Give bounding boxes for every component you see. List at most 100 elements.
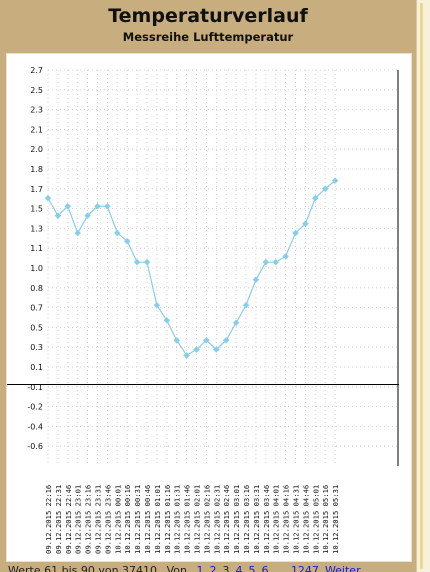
data-point [133, 258, 141, 266]
x-tick-label: 10.12.2015 03:16 [242, 485, 251, 554]
data-point [272, 258, 280, 266]
page-link-1[interactable]: 2 [209, 564, 217, 572]
data-point [212, 346, 220, 353]
data-point [183, 351, 190, 359]
x-tick-label: 10.12.2015 00:16 [123, 485, 132, 554]
page-link-5[interactable]: 6 [261, 564, 269, 572]
y-tick-label: 0.1 [30, 363, 43, 372]
data-point [292, 229, 299, 237]
x-tick-label: 10.12.2015 01:01 [153, 485, 162, 554]
data-point [163, 317, 171, 324]
x-tick-label: 10.12.2015 04:31 [292, 485, 301, 554]
data-point [44, 194, 52, 202]
x-tick-label: 10.12.2015 01:46 [183, 485, 192, 554]
data-point [282, 252, 289, 260]
data-point [54, 212, 62, 219]
x-tick-label: 10.12.2015 03:46 [262, 485, 271, 554]
scroll-track [420, 3, 423, 569]
x-tick-label: 09.12.2015 23:01 [74, 485, 83, 554]
y-tick-label: 2.5 [30, 86, 43, 95]
y-tick-label: -0.6 [27, 442, 43, 451]
data-point [242, 301, 250, 309]
chart-header: Temperaturverlauf Messreihe Lufttemperat… [0, 0, 416, 50]
y-tick-label: 2.1 [30, 125, 43, 134]
y-tick-label: 1.5 [30, 205, 43, 214]
status-text: Werte 61 bis 90 von 37410 [8, 564, 158, 572]
data-point [302, 220, 309, 228]
page-link-7[interactable]: 1247 [290, 564, 319, 572]
x-tick-label: 09.12.2015 22:16 [44, 485, 53, 554]
data-point [262, 258, 270, 266]
x-tick-label: 10.12.2015 00:46 [143, 485, 152, 554]
x-tick-label: 10.12.2015 00:31 [133, 485, 142, 554]
data-point [331, 177, 339, 185]
y-tick-label: 1.8 [30, 165, 43, 174]
x-tick-label: 10.12.2015 01:16 [163, 485, 172, 554]
data-point [64, 202, 72, 210]
page-subtitle: Messreihe Lufttemperatur [122, 30, 294, 44]
y-tick-label: 2.0 [30, 145, 43, 154]
page-title: Temperaturverlauf [108, 5, 308, 27]
page-link-0[interactable]: 1 [196, 564, 204, 572]
x-tick-label: 10.12.2015 03:31 [252, 485, 261, 554]
data-point [84, 212, 91, 219]
page-link-4[interactable]: 5 [248, 564, 256, 572]
data-point [74, 229, 82, 237]
pagination-footer: Werte 61 bis 90 von 37410 Von 1 2 3 4 5 6... 1… [8, 562, 413, 572]
data-point [143, 258, 151, 266]
y-tick-label: 0.8 [30, 284, 43, 293]
y-tick-label: 0.5 [30, 323, 43, 332]
x-tick-label: 09.12.2015 23:31 [94, 485, 103, 554]
data-point [94, 202, 101, 210]
data-point [113, 229, 121, 237]
x-tick-label: 09.12.2015 22:46 [64, 485, 73, 554]
y-tick-label: 1.0 [30, 264, 43, 273]
x-tick-label: 10.12.2015 02:01 [193, 485, 202, 554]
y-tick-label: 0.3 [30, 343, 43, 352]
page-link-8[interactable]: Weiter [324, 564, 361, 572]
data-point [232, 319, 240, 327]
x-tick-label: 10.12.2015 04:01 [272, 485, 281, 554]
data-point [252, 276, 260, 284]
x-tick-label: 10.12.2015 00:01 [113, 485, 122, 554]
data-point [123, 237, 131, 245]
data-point [173, 336, 181, 344]
y-tick-label: 2.7 [30, 66, 43, 75]
right-scroll-strip [416, 0, 430, 572]
y-tick-label: 1.3 [30, 224, 43, 233]
y-tick-label: 2.3 [30, 106, 43, 115]
chart-area: 2.7 2.5 2.3 2.1 2.0 1.8 1.7 1.5 1.3 1.1 1.0 0.8 0.7 0… [6, 53, 412, 562]
page-link-6: ... [274, 564, 285, 572]
x-tick-label: 10.12.2015 02:31 [212, 485, 221, 554]
x-tick-label: 10.12.2015 01:31 [173, 485, 182, 554]
y-tick-label: -0.2 [27, 403, 43, 412]
pages-label: Von [166, 564, 187, 572]
x-tick-label: 09.12.2015 23:46 [103, 485, 112, 554]
x-tick-label: 09.12.2015 23:16 [84, 485, 93, 554]
page-link-3[interactable]: 4 [235, 564, 243, 572]
x-tick-label: 10.12.2015 03:01 [232, 485, 241, 554]
data-point [222, 336, 230, 344]
y-tick-label: -0.1 [27, 383, 43, 392]
x-tick-label: 10.12.2015 05:16 [321, 485, 330, 554]
data-point [203, 336, 210, 344]
x-tick-label: 10.12.2015 02:16 [202, 485, 211, 554]
x-tick-label: 10.12.2015 04:46 [301, 485, 310, 554]
x-tick-label: 10.12.2015 02:46 [222, 485, 231, 554]
y-tick-label: 1.1 [30, 244, 43, 253]
line-chart: 2.7 2.5 2.3 2.1 2.0 1.8 1.7 1.5 1.3 1.1 1.0 0.8 0.7 0… [7, 66, 399, 554]
data-point [311, 194, 319, 202]
y-tick-label: -0.4 [27, 422, 43, 431]
data-point [193, 346, 200, 353]
x-tick-label: 10.12.2015 05:01 [311, 485, 320, 554]
x-tick-label: 10.12.2015 05:31 [331, 485, 340, 554]
data-point [153, 301, 161, 309]
x-tick-label: 10.12.2015 04:16 [282, 485, 291, 554]
page-link-2[interactable]: 3 [222, 564, 230, 572]
page-links: 1 2 3 4 5 6... 1247 Weiter [190, 564, 360, 572]
data-point [321, 185, 329, 193]
x-tick-label: 09.12.2015 22:31 [54, 485, 63, 554]
data-point [104, 202, 111, 210]
y-tick-label: 0.7 [30, 304, 43, 313]
y-tick-label: 1.7 [30, 185, 43, 194]
